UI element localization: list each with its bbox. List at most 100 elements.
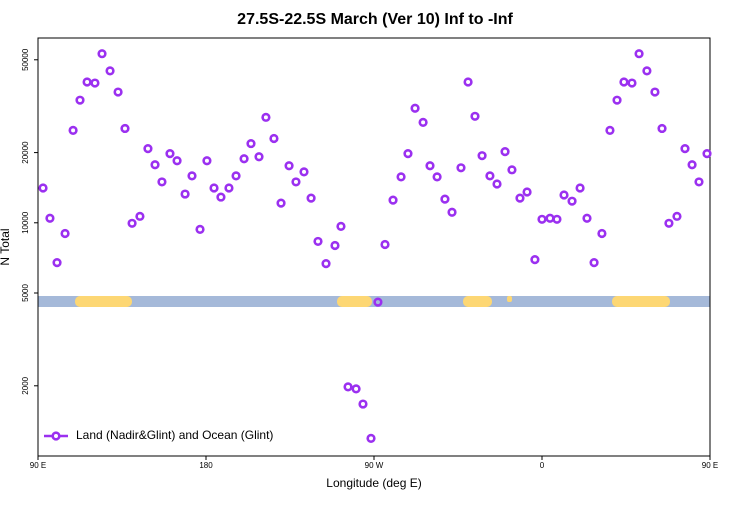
data-point xyxy=(515,193,525,203)
land-strip xyxy=(463,296,492,307)
data-point xyxy=(254,152,264,162)
x-tick-label: 0 xyxy=(540,461,545,470)
y-tick-label: 10000 xyxy=(21,211,30,234)
data-point xyxy=(522,187,532,197)
data-point xyxy=(627,78,637,88)
chart-title: 27.5S-22.5S March (Ver 10) Inf to -Inf xyxy=(237,11,513,28)
data-point xyxy=(97,49,107,59)
x-tick-label: 90 E xyxy=(30,461,46,470)
data-point xyxy=(291,177,301,187)
data-point xyxy=(650,87,660,97)
data-point xyxy=(209,183,219,193)
data-point xyxy=(470,111,480,121)
data-point xyxy=(589,257,599,268)
y-tick-label: 20000 xyxy=(21,141,30,164)
land-strip xyxy=(75,296,132,307)
data-point xyxy=(657,123,667,134)
data-point xyxy=(418,117,428,127)
plot-frame xyxy=(37,37,711,457)
data-point xyxy=(687,160,697,170)
data-point xyxy=(113,87,123,97)
data-point xyxy=(52,257,62,268)
data-point xyxy=(425,161,435,171)
data-point xyxy=(492,179,502,189)
data-point xyxy=(90,78,100,88)
data-point xyxy=(299,167,309,177)
data-point xyxy=(343,382,353,392)
data-point xyxy=(284,161,294,171)
data-point xyxy=(321,259,331,269)
data-point xyxy=(432,172,442,182)
data-point xyxy=(559,190,569,200)
x-axis-label: Longitude (deg E) xyxy=(326,476,421,490)
data-point xyxy=(582,213,592,223)
data-point xyxy=(567,196,577,206)
data-point xyxy=(187,171,197,181)
y-axis-label: N Total xyxy=(0,228,12,265)
data-point xyxy=(45,213,55,223)
data-point xyxy=(545,213,555,223)
data-point xyxy=(440,194,450,204)
data-point xyxy=(246,138,256,149)
data-point xyxy=(358,399,368,409)
data-point xyxy=(388,195,398,205)
legend-marker xyxy=(51,431,61,441)
data-point xyxy=(120,123,130,134)
data-point xyxy=(216,192,226,202)
data-point xyxy=(447,207,457,217)
x-tick-label: 90 E xyxy=(702,461,718,470)
data-point xyxy=(605,125,615,135)
data-point xyxy=(537,214,547,224)
data-point xyxy=(313,236,323,247)
data-point xyxy=(612,95,622,105)
data-point xyxy=(477,151,487,161)
data-point xyxy=(702,149,712,159)
data-point xyxy=(276,198,286,208)
data-point xyxy=(664,218,674,228)
x-tick-label: 90 W xyxy=(365,461,384,470)
data-point xyxy=(150,160,160,170)
data-point xyxy=(68,125,78,135)
data-point xyxy=(507,165,517,175)
x-tick-label: 180 xyxy=(199,461,213,470)
data-point xyxy=(672,211,682,221)
data-point xyxy=(306,193,316,203)
data-point xyxy=(224,183,234,193)
land-strip xyxy=(507,296,512,302)
data-point xyxy=(380,239,390,250)
data-point xyxy=(82,77,92,87)
data-point xyxy=(135,211,145,221)
data-point xyxy=(396,172,406,182)
data-point xyxy=(373,297,383,307)
data-point xyxy=(231,171,241,181)
data-point xyxy=(642,66,652,76)
data-point xyxy=(105,66,115,76)
data-point xyxy=(575,183,585,193)
data-point xyxy=(202,156,212,166)
data-point xyxy=(552,214,562,224)
data-point xyxy=(180,189,190,199)
data-point xyxy=(269,133,279,144)
data-point xyxy=(261,112,271,122)
y-tick-label: 2000 xyxy=(21,376,30,394)
data-point xyxy=(127,218,137,228)
data-point xyxy=(634,49,644,59)
land-strip xyxy=(612,296,670,307)
data-point xyxy=(530,255,540,265)
data-point xyxy=(239,154,249,164)
data-point xyxy=(680,144,690,154)
data-point xyxy=(403,149,413,159)
data-point xyxy=(351,384,361,394)
land-strip xyxy=(337,296,372,307)
data-point xyxy=(485,171,495,181)
data-point xyxy=(330,240,340,251)
data-point xyxy=(165,149,175,159)
data-point xyxy=(75,95,85,105)
y-tick-label: 5000 xyxy=(21,284,30,302)
data-point xyxy=(694,177,704,187)
data-point xyxy=(410,103,420,113)
data-point xyxy=(143,144,153,154)
data-point xyxy=(157,177,167,187)
data-point xyxy=(619,77,629,87)
